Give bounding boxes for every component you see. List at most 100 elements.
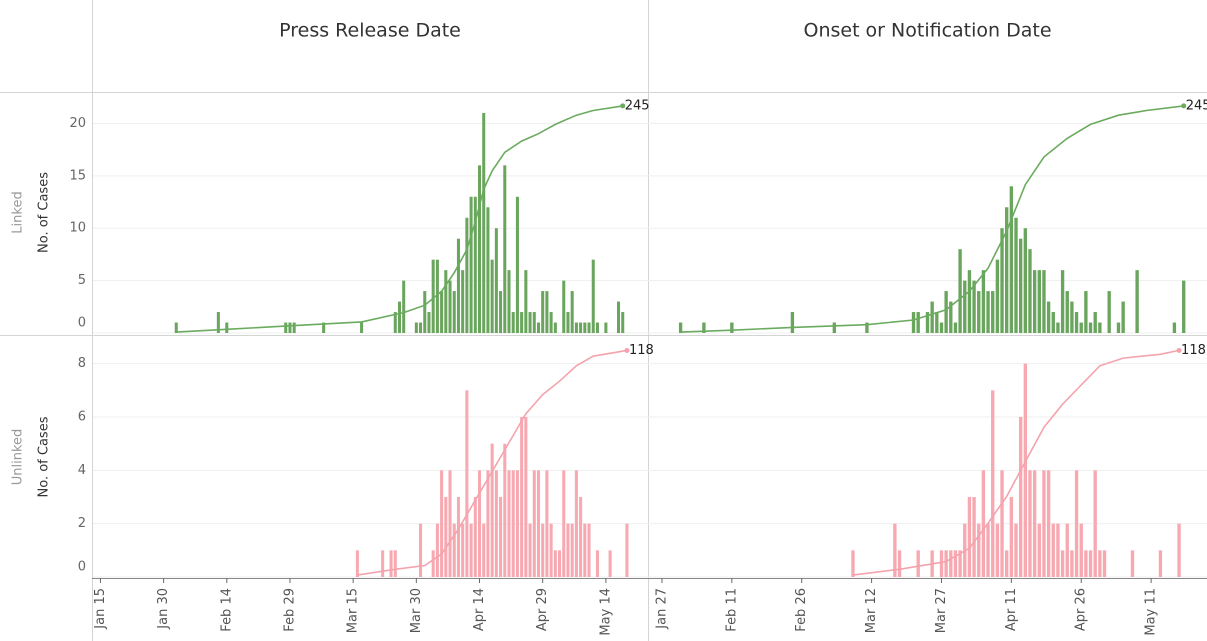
bar [486,207,490,333]
bar [562,280,566,333]
bar [865,322,869,333]
x-tick-label: Apr 11 [1004,588,1019,631]
bar [1060,270,1065,333]
bar [524,417,528,577]
x-tick-label: Mar 12 [864,588,879,633]
bar [1014,217,1018,333]
bar [702,322,706,333]
bar [477,470,482,577]
bar [730,322,734,333]
bar [393,312,397,333]
x-tick-label: Jan 15 [93,588,108,630]
bar [566,312,570,333]
y-tick-label: 5 [78,273,86,288]
bar [981,270,986,333]
bar [515,196,519,333]
bar [452,291,456,333]
bar [972,497,976,577]
bar [524,270,528,333]
bar [1037,270,1041,333]
bar [381,550,385,577]
y-tick-label: 8 [78,356,86,371]
x-tick-label: Jan 30 [156,588,171,630]
bar [790,312,795,333]
bar [995,259,1000,333]
line-end-label: 245 [625,98,650,113]
bar [1051,523,1055,577]
bar [541,291,545,333]
bar [562,470,566,577]
bar [494,470,498,577]
x-tick-label: Apr 26 [1074,588,1089,631]
bar [1079,523,1083,577]
bar [1005,550,1009,577]
bar [851,550,855,577]
bar [1060,550,1065,577]
y-tick-label: 2 [78,516,86,531]
y-tick-label: 0 [78,316,86,331]
bar [1098,550,1102,577]
bar [435,523,439,577]
bar [678,322,683,333]
bar [1042,470,1046,577]
bar [473,497,477,577]
bar [507,470,511,577]
bar [532,470,536,577]
bar [1028,249,1032,333]
bar [991,291,995,333]
bar [1074,470,1079,577]
bar [1018,417,1023,577]
bar [1032,270,1037,333]
column-title: Onset or Notification Date [803,20,1051,42]
y-tick-label: 6 [78,410,86,425]
bar [1116,322,1121,333]
bar [832,322,837,333]
bar [1130,550,1135,577]
bar [292,322,296,333]
bar [1121,301,1125,333]
bar [981,470,986,577]
bar [583,322,587,333]
bar [536,322,541,333]
bar [583,523,587,577]
bar [579,322,583,333]
bar [397,301,402,333]
bar [1070,550,1074,577]
x-tick-label: Apr 14 [472,588,487,631]
y-tick-label: 4 [78,463,86,478]
bar [1065,523,1069,577]
bar [944,291,948,333]
bar [465,390,469,577]
bar [1107,291,1111,333]
bar [953,322,958,333]
bar [1028,470,1032,577]
bar [520,312,524,333]
bar [991,390,995,577]
bar [419,322,423,333]
bar [608,550,612,577]
y-tick-label: 15 [69,168,86,183]
bar [1051,312,1055,333]
line-end-label: 118 [629,343,654,358]
bar [494,228,498,333]
cumulative-line [852,349,1180,576]
bar [360,322,364,333]
cumulative-line [357,349,628,576]
bar [427,312,431,333]
line-end-label: 118 [1181,343,1206,358]
bar [414,322,418,333]
bar [1093,312,1097,333]
bar [1098,322,1102,333]
bar [545,470,549,577]
bar [916,550,920,577]
bar [587,322,591,333]
bar [486,470,490,577]
bar [389,550,393,577]
bar [444,270,448,333]
bar [511,312,515,333]
y-axis-title: No. of Cases [37,172,52,253]
bar [963,280,967,333]
bar [1023,363,1028,577]
x-tick-label: Mar 30 [409,588,424,633]
bar [469,523,473,577]
